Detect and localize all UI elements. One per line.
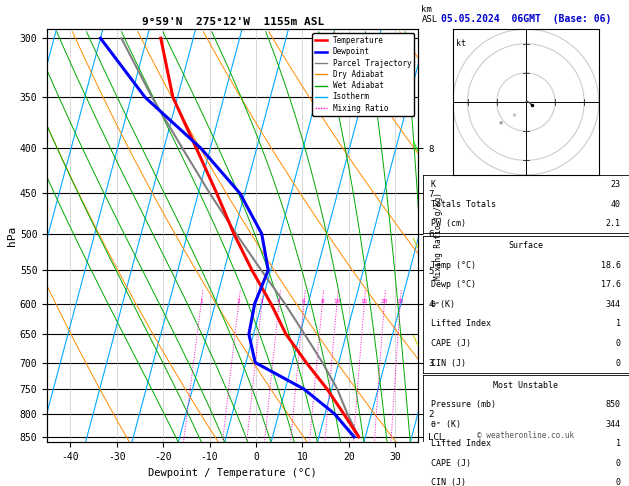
Text: Totals Totals: Totals Totals <box>431 200 496 208</box>
Text: $\bigstar$: $\bigstar$ <box>497 119 504 127</box>
Text: CIN (J): CIN (J) <box>431 478 466 486</box>
Text: θᵉ(K): θᵉ(K) <box>431 300 456 309</box>
Text: $\bigstar$: $\bigstar$ <box>511 111 518 119</box>
Text: 23: 23 <box>611 180 621 189</box>
Text: \: \ <box>411 237 419 249</box>
Text: 25: 25 <box>396 298 404 304</box>
Text: 40: 40 <box>611 200 621 208</box>
Text: 0: 0 <box>616 459 621 468</box>
Text: PW (cm): PW (cm) <box>431 219 466 228</box>
Text: Temp (°C): Temp (°C) <box>431 261 476 270</box>
Text: 8: 8 <box>320 298 324 304</box>
Text: © weatheronline.co.uk: © weatheronline.co.uk <box>477 431 574 439</box>
Text: CAPE (J): CAPE (J) <box>431 339 471 348</box>
Text: 0: 0 <box>616 359 621 367</box>
Text: 0: 0 <box>616 339 621 348</box>
Text: 344: 344 <box>606 300 621 309</box>
Text: 344: 344 <box>606 420 621 429</box>
Text: Lifted Index: Lifted Index <box>431 319 491 329</box>
Text: 20: 20 <box>381 298 388 304</box>
Text: CIN (J): CIN (J) <box>431 359 466 367</box>
Text: Surface: Surface <box>508 242 543 250</box>
Text: 6: 6 <box>302 298 306 304</box>
Text: 10: 10 <box>333 298 341 304</box>
Text: θᵉ (K): θᵉ (K) <box>431 420 461 429</box>
Text: 0: 0 <box>616 478 621 486</box>
Y-axis label: hPa: hPa <box>7 226 17 246</box>
Text: Pressure (mb): Pressure (mb) <box>431 400 496 409</box>
Text: 17.6: 17.6 <box>601 280 621 290</box>
Text: 3: 3 <box>260 298 264 304</box>
Text: Mixing Ratio (g/kg): Mixing Ratio (g/kg) <box>434 192 443 279</box>
Text: K: K <box>431 180 436 189</box>
Text: 850: 850 <box>606 400 621 409</box>
Text: 1: 1 <box>616 439 621 448</box>
Legend: Temperature, Dewpoint, Parcel Trajectory, Dry Adiabat, Wet Adiabat, Isotherm, Mi: Temperature, Dewpoint, Parcel Trajectory… <box>312 33 415 116</box>
Text: 2.1: 2.1 <box>606 219 621 228</box>
Text: 1: 1 <box>199 298 203 304</box>
Text: \: \ <box>411 139 419 152</box>
Text: Dewp (°C): Dewp (°C) <box>431 280 476 290</box>
Text: km
ASL: km ASL <box>421 5 438 24</box>
Text: 18.6: 18.6 <box>601 261 621 270</box>
Text: 15: 15 <box>360 298 368 304</box>
Text: Most Unstable: Most Unstable <box>493 381 559 390</box>
X-axis label: Dewpoint / Temperature (°C): Dewpoint / Temperature (°C) <box>148 468 317 478</box>
Text: Lifted Index: Lifted Index <box>431 439 491 448</box>
Text: \: \ <box>411 334 419 347</box>
Text: 05.05.2024  06GMT  (Base: 06): 05.05.2024 06GMT (Base: 06) <box>441 14 611 24</box>
Text: 2: 2 <box>237 298 240 304</box>
Text: kt: kt <box>456 39 466 49</box>
Title: 9°59'N  275°12'W  1155m ASL: 9°59'N 275°12'W 1155m ASL <box>142 17 324 27</box>
Text: 4: 4 <box>277 298 281 304</box>
Text: 1: 1 <box>616 319 621 329</box>
Text: CAPE (J): CAPE (J) <box>431 459 471 468</box>
